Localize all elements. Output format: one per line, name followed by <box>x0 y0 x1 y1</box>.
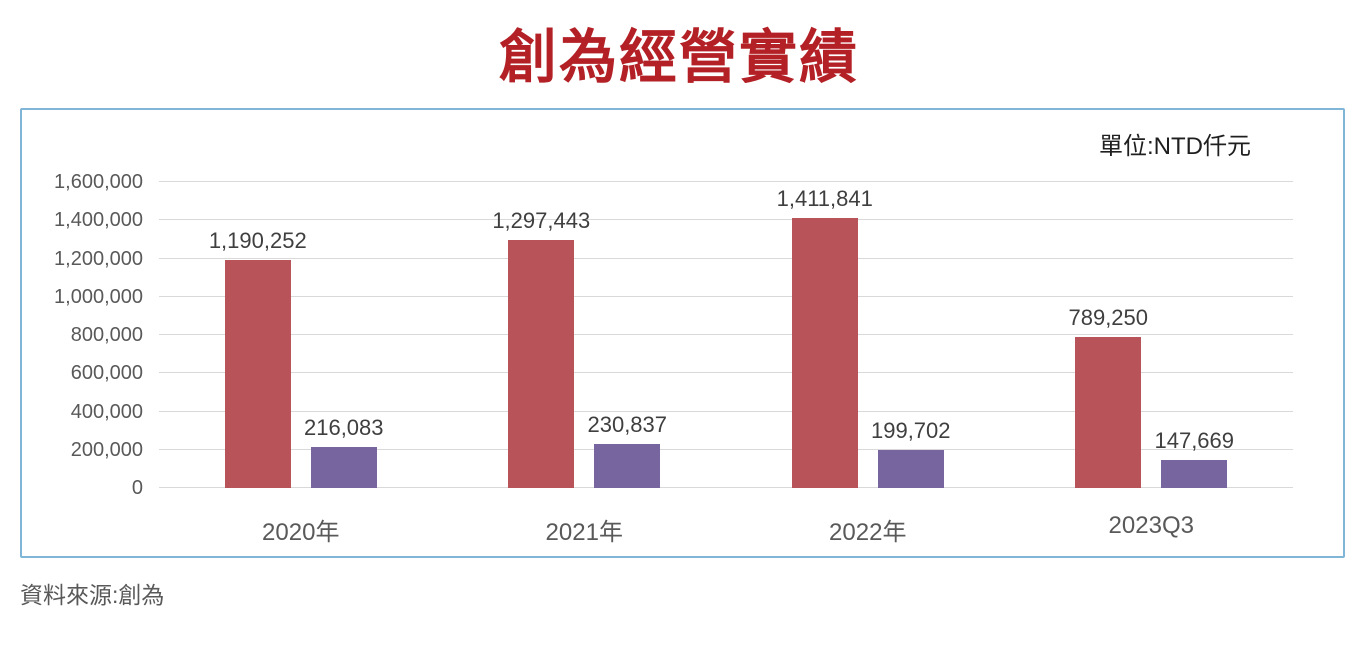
bar-series-2: 199,702 <box>871 418 951 488</box>
gridline <box>159 295 1293 297</box>
bar-series-1: 789,250 <box>1068 305 1148 488</box>
gridline <box>159 181 1293 182</box>
bar-value-label: 1,411,841 <box>776 186 873 211</box>
source-note: 資料來源:創為 <box>20 582 165 608</box>
y-tick-label: 600,000 <box>70 362 143 385</box>
x-axis-label: 2023Q3 <box>1108 512 1194 539</box>
x-axis-label: 2020年 <box>262 519 340 546</box>
x-axis-label: 2022年 <box>829 519 907 546</box>
y-axis: 0 200,000 400,000 600,000 800,000 1,000,000 1,… <box>22 171 159 499</box>
gridline <box>159 372 1293 374</box>
gridline <box>159 410 1293 412</box>
bar-group: 1,190,252 216,083 <box>159 182 443 488</box>
bar-group: 1,411,841 199,702 <box>726 182 1010 488</box>
plot-area: 1,190,252 216,083 1,297,443 230,837 1,411,84… <box>159 181 1293 488</box>
gridline <box>159 448 1293 450</box>
gridline <box>159 257 1293 259</box>
gridline <box>159 219 1293 221</box>
y-tick-label: 200,000 <box>70 438 143 461</box>
bar-group: 789,250 147,669 <box>1010 182 1294 488</box>
bar-series-1: 1,297,443 <box>492 208 590 488</box>
unit-label: 單位:NTD仟元 <box>1099 133 1251 160</box>
bar-value-label: 789,250 <box>1068 305 1149 331</box>
y-tick-label: 1,600,000 <box>54 171 143 193</box>
bar-value-label: 230,837 <box>587 411 668 437</box>
bar-group: 1,297,443 230,837 <box>443 182 727 488</box>
bar-value-label: 1,297,443 <box>492 207 591 233</box>
bar-series-1: 1,411,841 <box>777 186 873 488</box>
y-tick-label: 800,000 <box>70 324 143 346</box>
bar-chart: 0 200,000 400,000 600,000 800,000 1,000,000 1,… <box>22 171 1293 499</box>
bar-groups: 1,190,252 216,083 1,297,443 230,837 1,411,84… <box>159 182 1293 488</box>
page-title: 創為經營實績 <box>498 23 859 91</box>
y-tick-label: 1,400,000 <box>54 209 143 232</box>
bar-value-label: 147,669 <box>1154 427 1235 453</box>
bar-value-label: 199,702 <box>870 417 951 443</box>
page: 創為經營實績 單位:NTD仟元 0 200,000 400,000 600,000 80… <box>0 10 1358 658</box>
chart-panel: 單位:NTD仟元 0 200,000 400,000 600,000 800,000 1,… <box>20 108 1345 558</box>
bar-series-2: 216,083 <box>304 415 384 488</box>
y-tick-label: 0 <box>131 477 143 499</box>
bar-series-1: 1,190,252 <box>209 228 307 488</box>
y-tick-label: 1,000,000 <box>54 285 143 308</box>
bar-value-label: 216,083 <box>303 414 384 440</box>
gridline <box>159 487 1293 488</box>
x-axis-label: 2021年 <box>545 519 623 546</box>
bar-series-2: 230,837 <box>587 412 667 488</box>
bar-value-label: 1,190,252 <box>208 228 307 254</box>
gridline <box>159 334 1293 335</box>
bar-series-2: 147,669 <box>1154 428 1234 488</box>
y-tick-label: 400,000 <box>70 400 143 423</box>
y-tick-label: 1,200,000 <box>54 247 143 270</box>
x-axis: 2020年 2021年 2022年 2023Q3 <box>159 488 1293 547</box>
